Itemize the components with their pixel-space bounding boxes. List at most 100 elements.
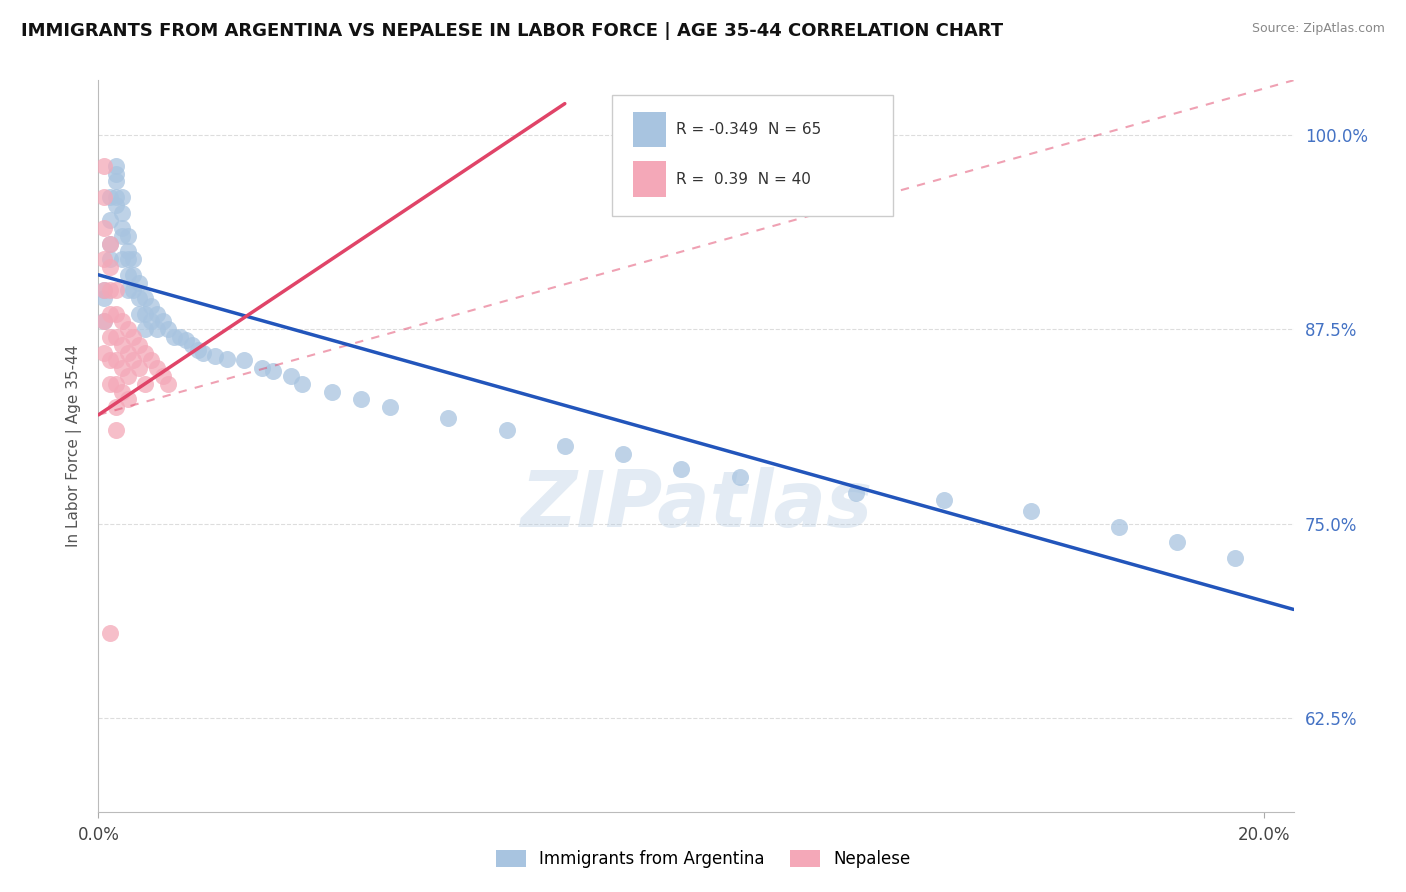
Point — [93, 291, 115, 305]
Bar — [633, 161, 666, 196]
FancyBboxPatch shape — [613, 95, 893, 216]
Point — [98, 330, 121, 344]
Point — [612, 447, 634, 461]
Point — [262, 364, 284, 378]
Point — [134, 322, 156, 336]
Point — [104, 353, 127, 368]
Point — [291, 376, 314, 391]
Point — [128, 276, 150, 290]
Point — [204, 349, 226, 363]
Point — [111, 221, 134, 235]
Point — [145, 307, 167, 321]
Point — [554, 439, 576, 453]
Point — [671, 462, 693, 476]
Point — [98, 260, 121, 274]
Point — [145, 322, 167, 336]
Point — [280, 368, 302, 383]
Point — [122, 330, 145, 344]
Point — [93, 314, 115, 328]
Point — [104, 307, 127, 321]
Point — [250, 361, 273, 376]
Point — [128, 361, 150, 376]
Point — [93, 284, 115, 298]
Point — [104, 376, 127, 391]
Point — [1019, 504, 1042, 518]
Point — [157, 376, 180, 391]
Point — [134, 376, 156, 391]
Point — [169, 330, 191, 344]
Point — [128, 291, 150, 305]
Point — [139, 353, 162, 368]
Point — [128, 307, 150, 321]
Point — [98, 376, 121, 391]
Point — [186, 343, 208, 357]
Point — [215, 351, 238, 366]
Point — [495, 424, 517, 438]
Point — [378, 400, 401, 414]
Point — [111, 338, 134, 352]
Bar — [633, 112, 666, 147]
Point — [98, 284, 121, 298]
Point — [180, 338, 202, 352]
Point — [98, 236, 121, 251]
Point — [117, 322, 139, 336]
Point — [321, 384, 343, 399]
Point — [437, 411, 460, 425]
Point — [104, 167, 127, 181]
Text: ZIPatlas: ZIPatlas — [520, 467, 872, 542]
Text: Source: ZipAtlas.com: Source: ZipAtlas.com — [1251, 22, 1385, 36]
Point — [98, 190, 121, 204]
Point — [104, 330, 127, 344]
Point — [111, 314, 134, 328]
Point — [134, 291, 156, 305]
Point — [117, 284, 139, 298]
Point — [98, 625, 121, 640]
Point — [152, 368, 174, 383]
Text: R =  0.39  N = 40: R = 0.39 N = 40 — [676, 171, 810, 186]
Point — [117, 268, 139, 282]
Point — [104, 190, 127, 204]
Point — [845, 485, 868, 500]
Point — [122, 268, 145, 282]
Point — [728, 470, 751, 484]
Point — [139, 299, 162, 313]
Text: IMMIGRANTS FROM ARGENTINA VS NEPALESE IN LABOR FORCE | AGE 35-44 CORRELATION CHA: IMMIGRANTS FROM ARGENTINA VS NEPALESE IN… — [21, 22, 1004, 40]
Text: R = -0.349  N = 65: R = -0.349 N = 65 — [676, 122, 821, 136]
Point — [117, 368, 139, 383]
Point — [111, 228, 134, 243]
Point — [104, 424, 127, 438]
Point — [122, 284, 145, 298]
Legend: Immigrants from Argentina, Nepalese: Immigrants from Argentina, Nepalese — [489, 843, 917, 875]
Point — [122, 353, 145, 368]
Point — [152, 314, 174, 328]
Point — [93, 159, 115, 173]
Point — [111, 252, 134, 267]
Point — [163, 330, 186, 344]
Point — [98, 252, 121, 267]
Point — [111, 384, 134, 399]
Point — [117, 228, 139, 243]
Point — [134, 307, 156, 321]
Point — [111, 205, 134, 219]
Point — [104, 159, 127, 173]
Point — [93, 314, 115, 328]
Point — [104, 284, 127, 298]
Point — [98, 213, 121, 227]
Point — [932, 493, 955, 508]
Point — [1166, 535, 1188, 549]
Point — [93, 252, 115, 267]
Point — [93, 190, 115, 204]
Point — [139, 314, 162, 328]
Point — [104, 198, 127, 212]
Point — [122, 252, 145, 267]
Point — [98, 307, 121, 321]
Point — [117, 244, 139, 259]
Point — [117, 392, 139, 407]
Point — [128, 338, 150, 352]
Point — [193, 345, 215, 359]
Point — [1225, 551, 1247, 566]
Point — [350, 392, 373, 407]
Point — [174, 333, 197, 347]
Point — [117, 252, 139, 267]
Point — [93, 345, 115, 359]
